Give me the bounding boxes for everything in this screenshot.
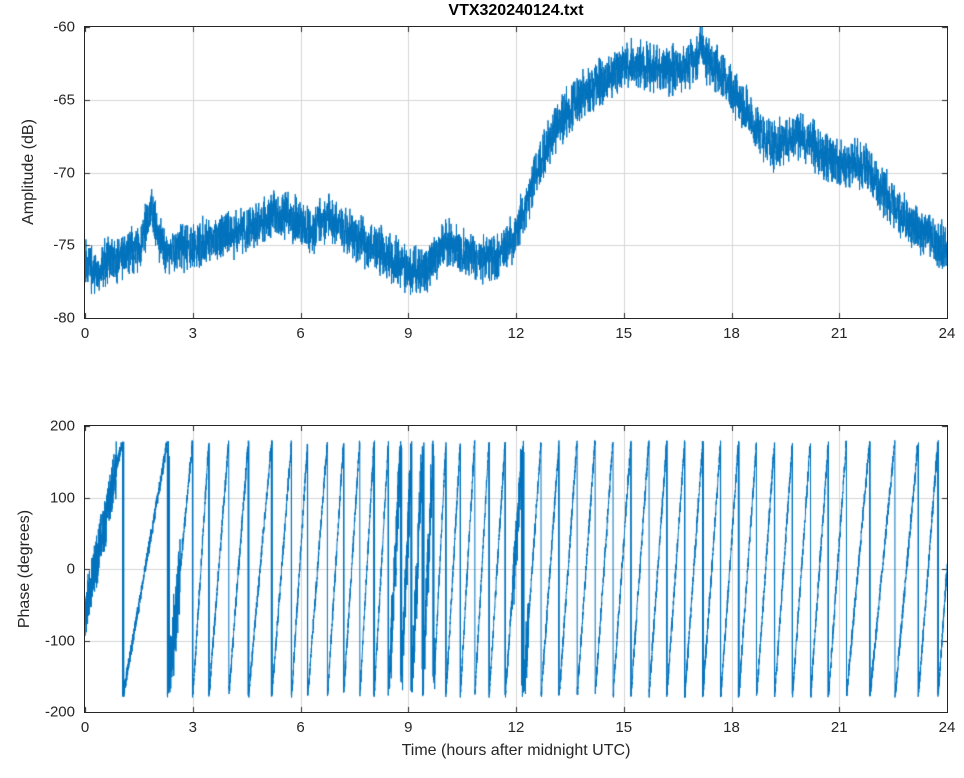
x-tick-label: 21 bbox=[830, 325, 848, 342]
y-tick-label: -200 bbox=[44, 703, 75, 721]
x-tick-label: 15 bbox=[615, 325, 633, 342]
x-tick-label: 12 bbox=[507, 719, 525, 736]
x-tick-label: 0 bbox=[80, 325, 90, 342]
amplitude-plot-area bbox=[84, 26, 948, 319]
y-tick-label: -65 bbox=[53, 91, 75, 109]
amplitude-plot-canvas bbox=[85, 27, 947, 318]
x-tick-label: 12 bbox=[507, 325, 525, 342]
x-tick-label: 18 bbox=[723, 719, 740, 736]
x-tick-label: 15 bbox=[615, 719, 633, 736]
y-tick-label: -80 bbox=[53, 309, 75, 327]
x-tick-label: 18 bbox=[723, 325, 740, 342]
y-tick-label: 200 bbox=[49, 417, 75, 435]
x-tick-label: 3 bbox=[188, 325, 197, 342]
phase-plot-canvas bbox=[85, 426, 947, 712]
chart-title: VTX320240124.txt bbox=[448, 2, 584, 19]
x-tick-label: 9 bbox=[404, 719, 413, 736]
x-tick-label: 6 bbox=[296, 325, 305, 342]
x-tick-label: 24 bbox=[938, 325, 956, 342]
x-axis-label: Time (hours after midnight UTC) bbox=[401, 742, 631, 759]
x-tick-label: 3 bbox=[188, 719, 197, 736]
x-tick-label: 9 bbox=[404, 325, 413, 342]
y-tick-label: -60 bbox=[53, 18, 75, 36]
y-tick-label: -100 bbox=[44, 632, 75, 649]
x-tick-label: 21 bbox=[830, 719, 848, 736]
x-tick-label: 6 bbox=[296, 719, 305, 736]
y-tick-label: 0 bbox=[66, 560, 75, 578]
y-tick-label: -75 bbox=[53, 236, 75, 254]
x-tick-label: 0 bbox=[80, 719, 90, 736]
phase-plot-area bbox=[84, 425, 948, 713]
y-tick-label: 100 bbox=[49, 489, 75, 506]
x-tick-label: 24 bbox=[938, 719, 956, 736]
y-tick-label: -70 bbox=[53, 164, 75, 181]
